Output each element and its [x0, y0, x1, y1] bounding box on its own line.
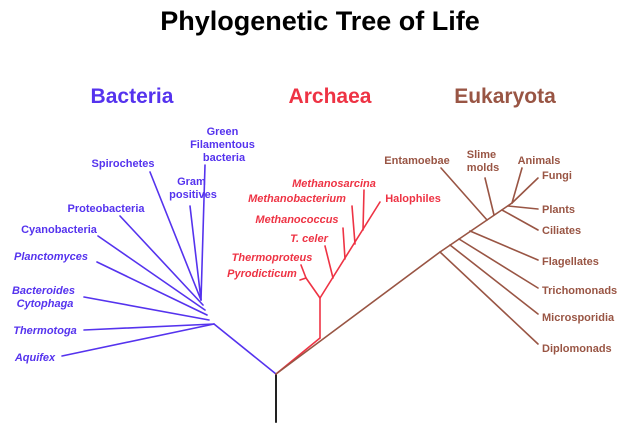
label-diplomonads: Diplomonads [542, 343, 612, 355]
label-microsporidia: Microsporidia [542, 312, 615, 324]
label-ciliates: Ciliates [542, 225, 581, 237]
diagram-title: Phylogenetic Tree of Life [160, 6, 480, 36]
label-gram-positives: Gram positives [169, 176, 217, 201]
bacteria-branches [61, 164, 277, 375]
branch-plants [507, 205, 539, 210]
label-t-celer: T. celer [290, 233, 328, 245]
branch-methanobacterium [351, 205, 356, 245]
branch-archaea-crenarchaeota [305, 277, 321, 299]
branch-animals [511, 167, 523, 204]
label-pyrodicticum: Pyrodicticum [227, 268, 297, 280]
branch-aquifex [61, 323, 215, 357]
label-cyanobacteria: Cyanobacteria [21, 224, 98, 236]
label-halophiles: Halophiles [385, 193, 441, 205]
branch-eukaryota-stem [275, 251, 441, 375]
bacteria-labels: Green Filamentous bacteria Spirochetes G… [12, 126, 258, 364]
branch-entamoebae [440, 167, 488, 221]
branch-fungi [511, 177, 539, 204]
label-methanococcus: Methanococcus [255, 214, 338, 226]
archaea-labels: Methanosarcina Methanobacterium Halophil… [227, 178, 441, 280]
eukaryota-labels: Entamoebae Slime molds Animals Fungi Pla… [384, 149, 617, 355]
label-flagellates: Flagellates [542, 256, 599, 268]
label-methanobacterium: Methanobacterium [248, 193, 346, 205]
label-bacteroides-cytophaga: Bacteroides Cytophaga [12, 285, 78, 310]
label-green-filamentous-bacteria: Green Filamentous bacteria [190, 126, 258, 164]
label-fungi: Fungi [542, 170, 572, 182]
label-aquifex: Aquifex [14, 352, 56, 364]
branch-flagellates [469, 230, 539, 261]
label-methanosarcina: Methanosarcina [292, 178, 376, 190]
eukaryota-branches [275, 167, 539, 375]
label-slime-molds: Slime molds [467, 149, 499, 174]
label-animals: Animals [518, 155, 561, 167]
branch-thermoproteus [300, 264, 307, 279]
branch-methanococcus [342, 227, 346, 260]
label-plants: Plants [542, 204, 575, 216]
label-planctomyces: Planctomyces [14, 251, 88, 263]
domain-archaea-label: Archaea [289, 85, 372, 108]
branch-archaea-euryarchaeota [319, 201, 381, 299]
branch-spirochetes [149, 171, 202, 301]
label-spirochetes: Spirochetes [92, 158, 155, 170]
branch-diplomonads [439, 251, 539, 345]
label-trichomonads: Trichomonads [542, 285, 617, 297]
branch-pyrodicticum [299, 277, 307, 281]
branch-bacteria-stem [213, 323, 277, 375]
label-thermotoga: Thermotoga [13, 325, 77, 337]
branch-methanosarcina [362, 189, 365, 231]
branch-gram-positives [189, 205, 202, 301]
branch-t-celer [324, 245, 334, 279]
branch-proteobacteria [119, 215, 204, 306]
branch-planctomyces [96, 261, 208, 316]
label-proteobacteria: Proteobacteria [67, 203, 145, 215]
label-entamoebae: Entamoebae [384, 155, 449, 167]
domain-bacteria-label: Bacteria [91, 85, 174, 108]
branch-cyanobacteria [97, 235, 206, 311]
branch-green-filamentous [200, 164, 206, 301]
branch-eukaryota-trunk [439, 202, 513, 253]
branch-bacteroides [83, 296, 210, 321]
branch-slime-molds [484, 177, 495, 216]
branch-trichomonads [458, 238, 539, 289]
branch-microsporidia [449, 244, 539, 315]
branch-thermotoga [83, 323, 215, 331]
domain-eukaryota-label: Eukaryota [454, 85, 556, 108]
label-thermoproteus: Thermoproteus [232, 252, 313, 264]
branch-ciliates [501, 209, 539, 231]
